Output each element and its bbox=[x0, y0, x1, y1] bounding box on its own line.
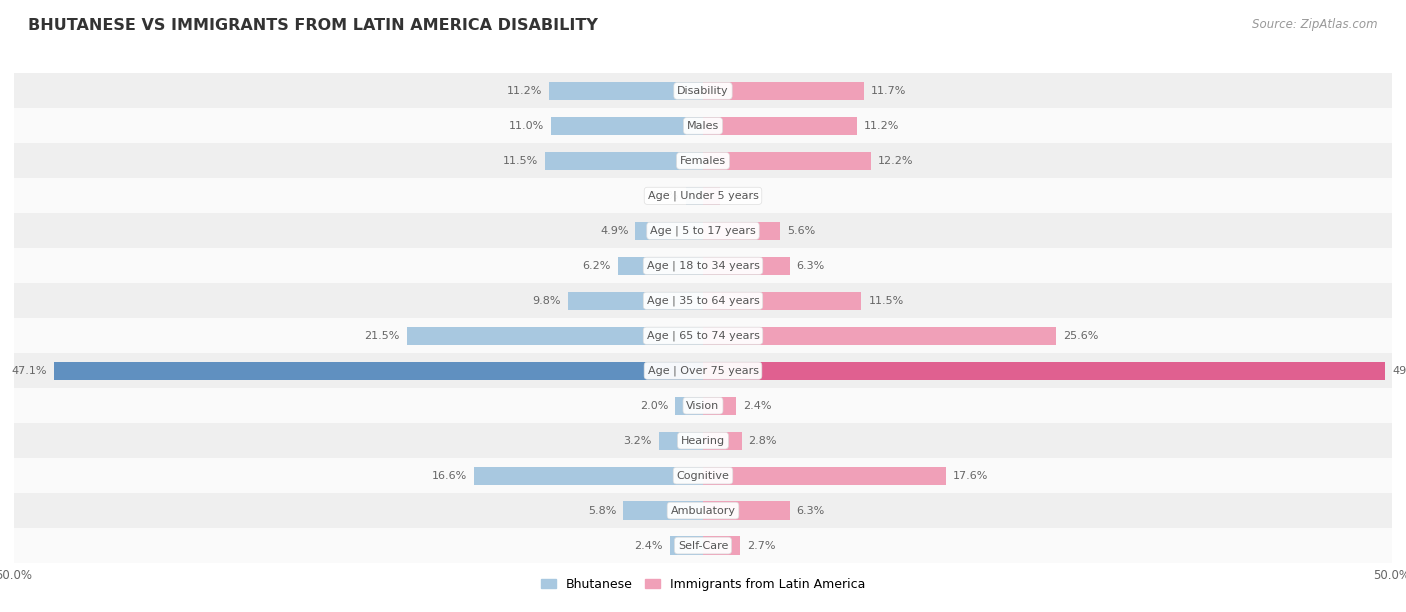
Bar bbox=[686, 187, 703, 205]
Text: Males: Males bbox=[688, 121, 718, 131]
Bar bbox=[703, 152, 872, 170]
Bar bbox=[14, 283, 1392, 318]
Text: 17.6%: 17.6% bbox=[952, 471, 988, 480]
Bar bbox=[669, 537, 703, 554]
Bar bbox=[617, 256, 703, 275]
Bar bbox=[703, 362, 1385, 380]
Text: 5.8%: 5.8% bbox=[588, 506, 616, 515]
Text: 6.3%: 6.3% bbox=[797, 506, 825, 515]
Bar bbox=[703, 537, 740, 554]
Text: 2.4%: 2.4% bbox=[634, 540, 664, 551]
Bar bbox=[14, 143, 1392, 178]
Text: Vision: Vision bbox=[686, 401, 720, 411]
Bar bbox=[474, 466, 703, 485]
Text: Self-Care: Self-Care bbox=[678, 540, 728, 551]
Text: 6.2%: 6.2% bbox=[582, 261, 610, 271]
Bar bbox=[53, 362, 703, 380]
Bar bbox=[14, 353, 1392, 388]
Bar bbox=[703, 256, 790, 275]
Bar bbox=[14, 108, 1392, 143]
Text: 11.2%: 11.2% bbox=[506, 86, 541, 96]
Text: 2.4%: 2.4% bbox=[742, 401, 772, 411]
Text: Age | Under 5 years: Age | Under 5 years bbox=[648, 190, 758, 201]
Text: Age | 35 to 64 years: Age | 35 to 64 years bbox=[647, 296, 759, 306]
Bar bbox=[703, 187, 720, 205]
Text: Age | Over 75 years: Age | Over 75 years bbox=[648, 365, 758, 376]
Text: 2.0%: 2.0% bbox=[640, 401, 669, 411]
Legend: Bhutanese, Immigrants from Latin America: Bhutanese, Immigrants from Latin America bbox=[536, 573, 870, 596]
Bar bbox=[14, 423, 1392, 458]
Bar bbox=[14, 528, 1392, 563]
Text: Age | 65 to 74 years: Age | 65 to 74 years bbox=[647, 330, 759, 341]
Bar bbox=[14, 73, 1392, 108]
Text: 16.6%: 16.6% bbox=[432, 471, 467, 480]
Text: Cognitive: Cognitive bbox=[676, 471, 730, 480]
Bar bbox=[14, 493, 1392, 528]
Text: BHUTANESE VS IMMIGRANTS FROM LATIN AMERICA DISABILITY: BHUTANESE VS IMMIGRANTS FROM LATIN AMERI… bbox=[28, 18, 598, 34]
Text: 1.2%: 1.2% bbox=[651, 191, 679, 201]
Bar bbox=[14, 388, 1392, 423]
Text: 3.2%: 3.2% bbox=[624, 436, 652, 446]
Bar bbox=[406, 327, 703, 345]
Text: 21.5%: 21.5% bbox=[364, 330, 399, 341]
Text: 11.7%: 11.7% bbox=[872, 86, 907, 96]
Bar bbox=[623, 501, 703, 520]
Text: 2.7%: 2.7% bbox=[747, 540, 776, 551]
Bar bbox=[14, 318, 1392, 353]
Text: 11.5%: 11.5% bbox=[869, 296, 904, 306]
Bar bbox=[703, 466, 945, 485]
Text: 11.2%: 11.2% bbox=[865, 121, 900, 131]
Text: 49.5%: 49.5% bbox=[1392, 366, 1406, 376]
Bar bbox=[544, 152, 703, 170]
Text: Age | 18 to 34 years: Age | 18 to 34 years bbox=[647, 261, 759, 271]
Text: 2.8%: 2.8% bbox=[748, 436, 778, 446]
Bar bbox=[703, 327, 1056, 345]
Bar bbox=[703, 501, 790, 520]
Text: 11.0%: 11.0% bbox=[509, 121, 544, 131]
Text: Age | 5 to 17 years: Age | 5 to 17 years bbox=[650, 226, 756, 236]
Bar bbox=[703, 117, 858, 135]
Text: 11.5%: 11.5% bbox=[502, 156, 537, 166]
Bar bbox=[551, 117, 703, 135]
Text: 1.2%: 1.2% bbox=[727, 191, 755, 201]
Bar bbox=[548, 82, 703, 100]
Bar bbox=[659, 431, 703, 450]
Text: 9.8%: 9.8% bbox=[533, 296, 561, 306]
Bar bbox=[14, 458, 1392, 493]
Bar bbox=[568, 292, 703, 310]
Bar bbox=[14, 178, 1392, 214]
Bar bbox=[636, 222, 703, 240]
Bar bbox=[703, 82, 865, 100]
Text: Hearing: Hearing bbox=[681, 436, 725, 446]
Text: 47.1%: 47.1% bbox=[11, 366, 48, 376]
Text: Disability: Disability bbox=[678, 86, 728, 96]
Text: Source: ZipAtlas.com: Source: ZipAtlas.com bbox=[1253, 18, 1378, 31]
Text: 6.3%: 6.3% bbox=[797, 261, 825, 271]
Bar bbox=[703, 431, 741, 450]
Text: Females: Females bbox=[681, 156, 725, 166]
Bar bbox=[14, 214, 1392, 248]
Bar bbox=[675, 397, 703, 415]
Bar bbox=[703, 397, 737, 415]
Text: 5.6%: 5.6% bbox=[787, 226, 815, 236]
Text: Ambulatory: Ambulatory bbox=[671, 506, 735, 515]
Text: 25.6%: 25.6% bbox=[1063, 330, 1098, 341]
Bar bbox=[703, 292, 862, 310]
Bar bbox=[703, 222, 780, 240]
Text: 4.9%: 4.9% bbox=[600, 226, 628, 236]
Bar bbox=[14, 248, 1392, 283]
Text: 12.2%: 12.2% bbox=[877, 156, 914, 166]
